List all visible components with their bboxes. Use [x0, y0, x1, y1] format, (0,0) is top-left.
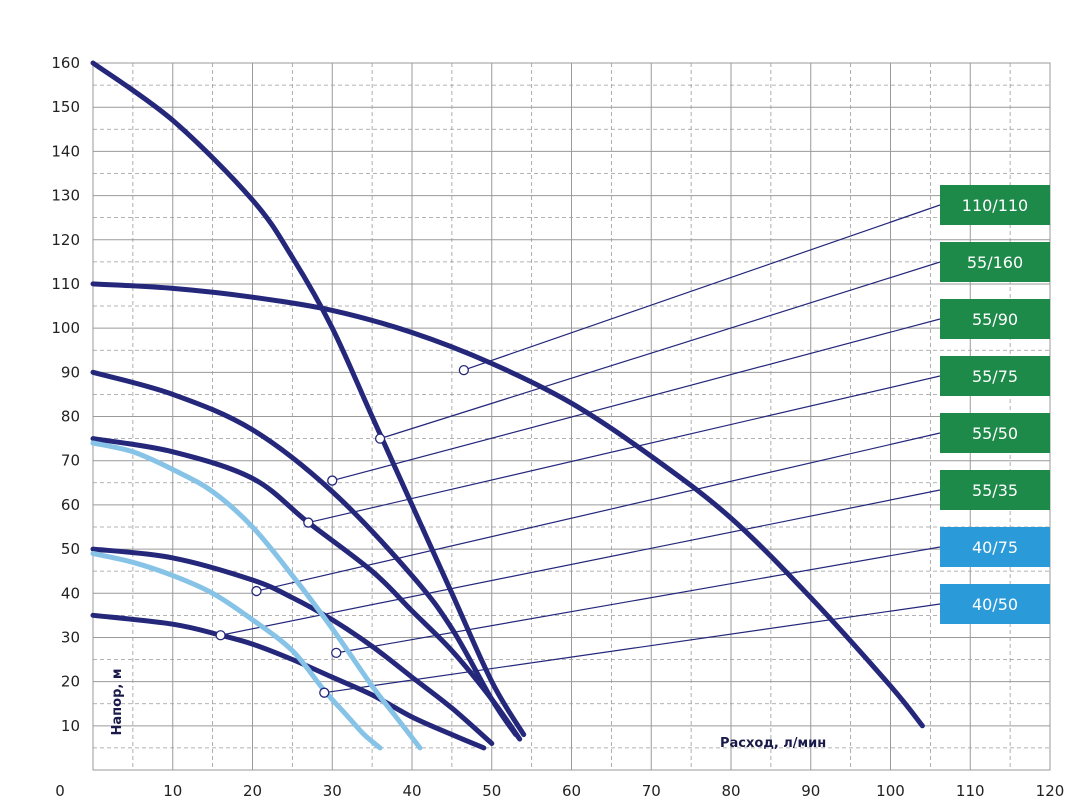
curve-110-110	[90, 281, 925, 729]
y-axis-label: Напор, м	[110, 669, 125, 736]
y-tick-label: 30	[61, 628, 80, 646]
x-tick-label: 100	[876, 782, 905, 800]
curve-55-50	[90, 546, 495, 746]
x-tick-label: 10	[163, 782, 182, 800]
leader-line	[324, 603, 941, 694]
curve-40-50	[90, 551, 383, 751]
curve-marker	[251, 585, 262, 597]
curve-55-90	[90, 369, 519, 738]
x-tick-label: 110	[956, 782, 985, 800]
curve-55-35	[90, 612, 487, 751]
y-tick-label: 20	[61, 673, 80, 691]
curve-marker	[458, 364, 469, 376]
leader-line	[256, 432, 941, 592]
x-tick-label: 40	[402, 782, 421, 800]
y-tick-label: 80	[61, 408, 80, 426]
legend-box	[940, 470, 1050, 510]
x-tick-label: 0	[55, 782, 65, 800]
x-tick-label: 70	[642, 782, 661, 800]
leader-line	[220, 489, 941, 636]
y-tick-label: 50	[61, 540, 80, 558]
legend-box	[940, 584, 1050, 624]
curve-55-75	[90, 436, 523, 742]
legend-box	[940, 527, 1050, 567]
x-tick-label: 50	[482, 782, 501, 800]
x-tick-label: 90	[801, 782, 820, 800]
y-tick-label: 70	[61, 452, 80, 470]
x-tick-label: 60	[562, 782, 581, 800]
legend-box	[940, 242, 1050, 282]
leader-line	[463, 204, 941, 371]
legend-label: 40/75	[972, 538, 1018, 557]
legend-box	[940, 299, 1050, 339]
leader-line	[308, 375, 941, 524]
y-tick-label: 40	[61, 584, 80, 602]
y-tick-label: 140	[51, 142, 80, 160]
legend-label: 55/160	[967, 253, 1023, 272]
curve-40-75	[90, 440, 423, 751]
legend-label: 55/75	[972, 367, 1018, 386]
y-tick-label: 150	[51, 98, 80, 116]
y-tick-label: 100	[51, 319, 80, 337]
curve-marker	[319, 687, 330, 698]
x-tick-label: 80	[721, 782, 740, 800]
leader-line	[379, 261, 941, 440]
curve-marker	[331, 647, 342, 659]
legend-box	[940, 185, 1050, 225]
x-tick-label: 30	[323, 782, 342, 800]
curve-marker	[303, 517, 314, 528]
curve-55-160	[90, 60, 527, 738]
y-tick-label: 90	[61, 363, 80, 381]
legend-box	[940, 413, 1050, 453]
curve-marker	[374, 433, 386, 444]
legend-label: 55/90	[972, 310, 1018, 329]
legend-label: 55/35	[972, 481, 1018, 500]
y-tick-label: 120	[51, 231, 80, 249]
curve-marker	[327, 475, 338, 486]
x-axis-label: Расход, л/мин	[720, 736, 826, 751]
y-tick-label: 60	[61, 496, 80, 514]
x-tick-label: 20	[243, 782, 262, 800]
legend: 110/110 55/160 55/90 55/75 55/50 55/35 40/75 40…	[940, 185, 1050, 624]
legend-label: 55/50	[972, 424, 1018, 443]
legend-box	[940, 356, 1050, 396]
y-tick-label: 110	[51, 275, 80, 293]
markers	[215, 364, 469, 698]
y-tick-label: 10	[61, 717, 80, 735]
curve-marker	[215, 630, 226, 641]
y-tick-label: 160	[51, 54, 80, 72]
y-tick-label: 130	[51, 187, 80, 205]
tick-labels: 0 10 20 30 40 50 60 70 80 90 100 110 120 10 20 30 40 50 60…	[51, 54, 1064, 800]
curves	[90, 60, 925, 751]
x-tick-label: 120	[1036, 782, 1065, 800]
legend-label: 40/50	[972, 595, 1018, 614]
leader-line	[332, 318, 941, 482]
legend-label: 110/110	[962, 196, 1028, 215]
